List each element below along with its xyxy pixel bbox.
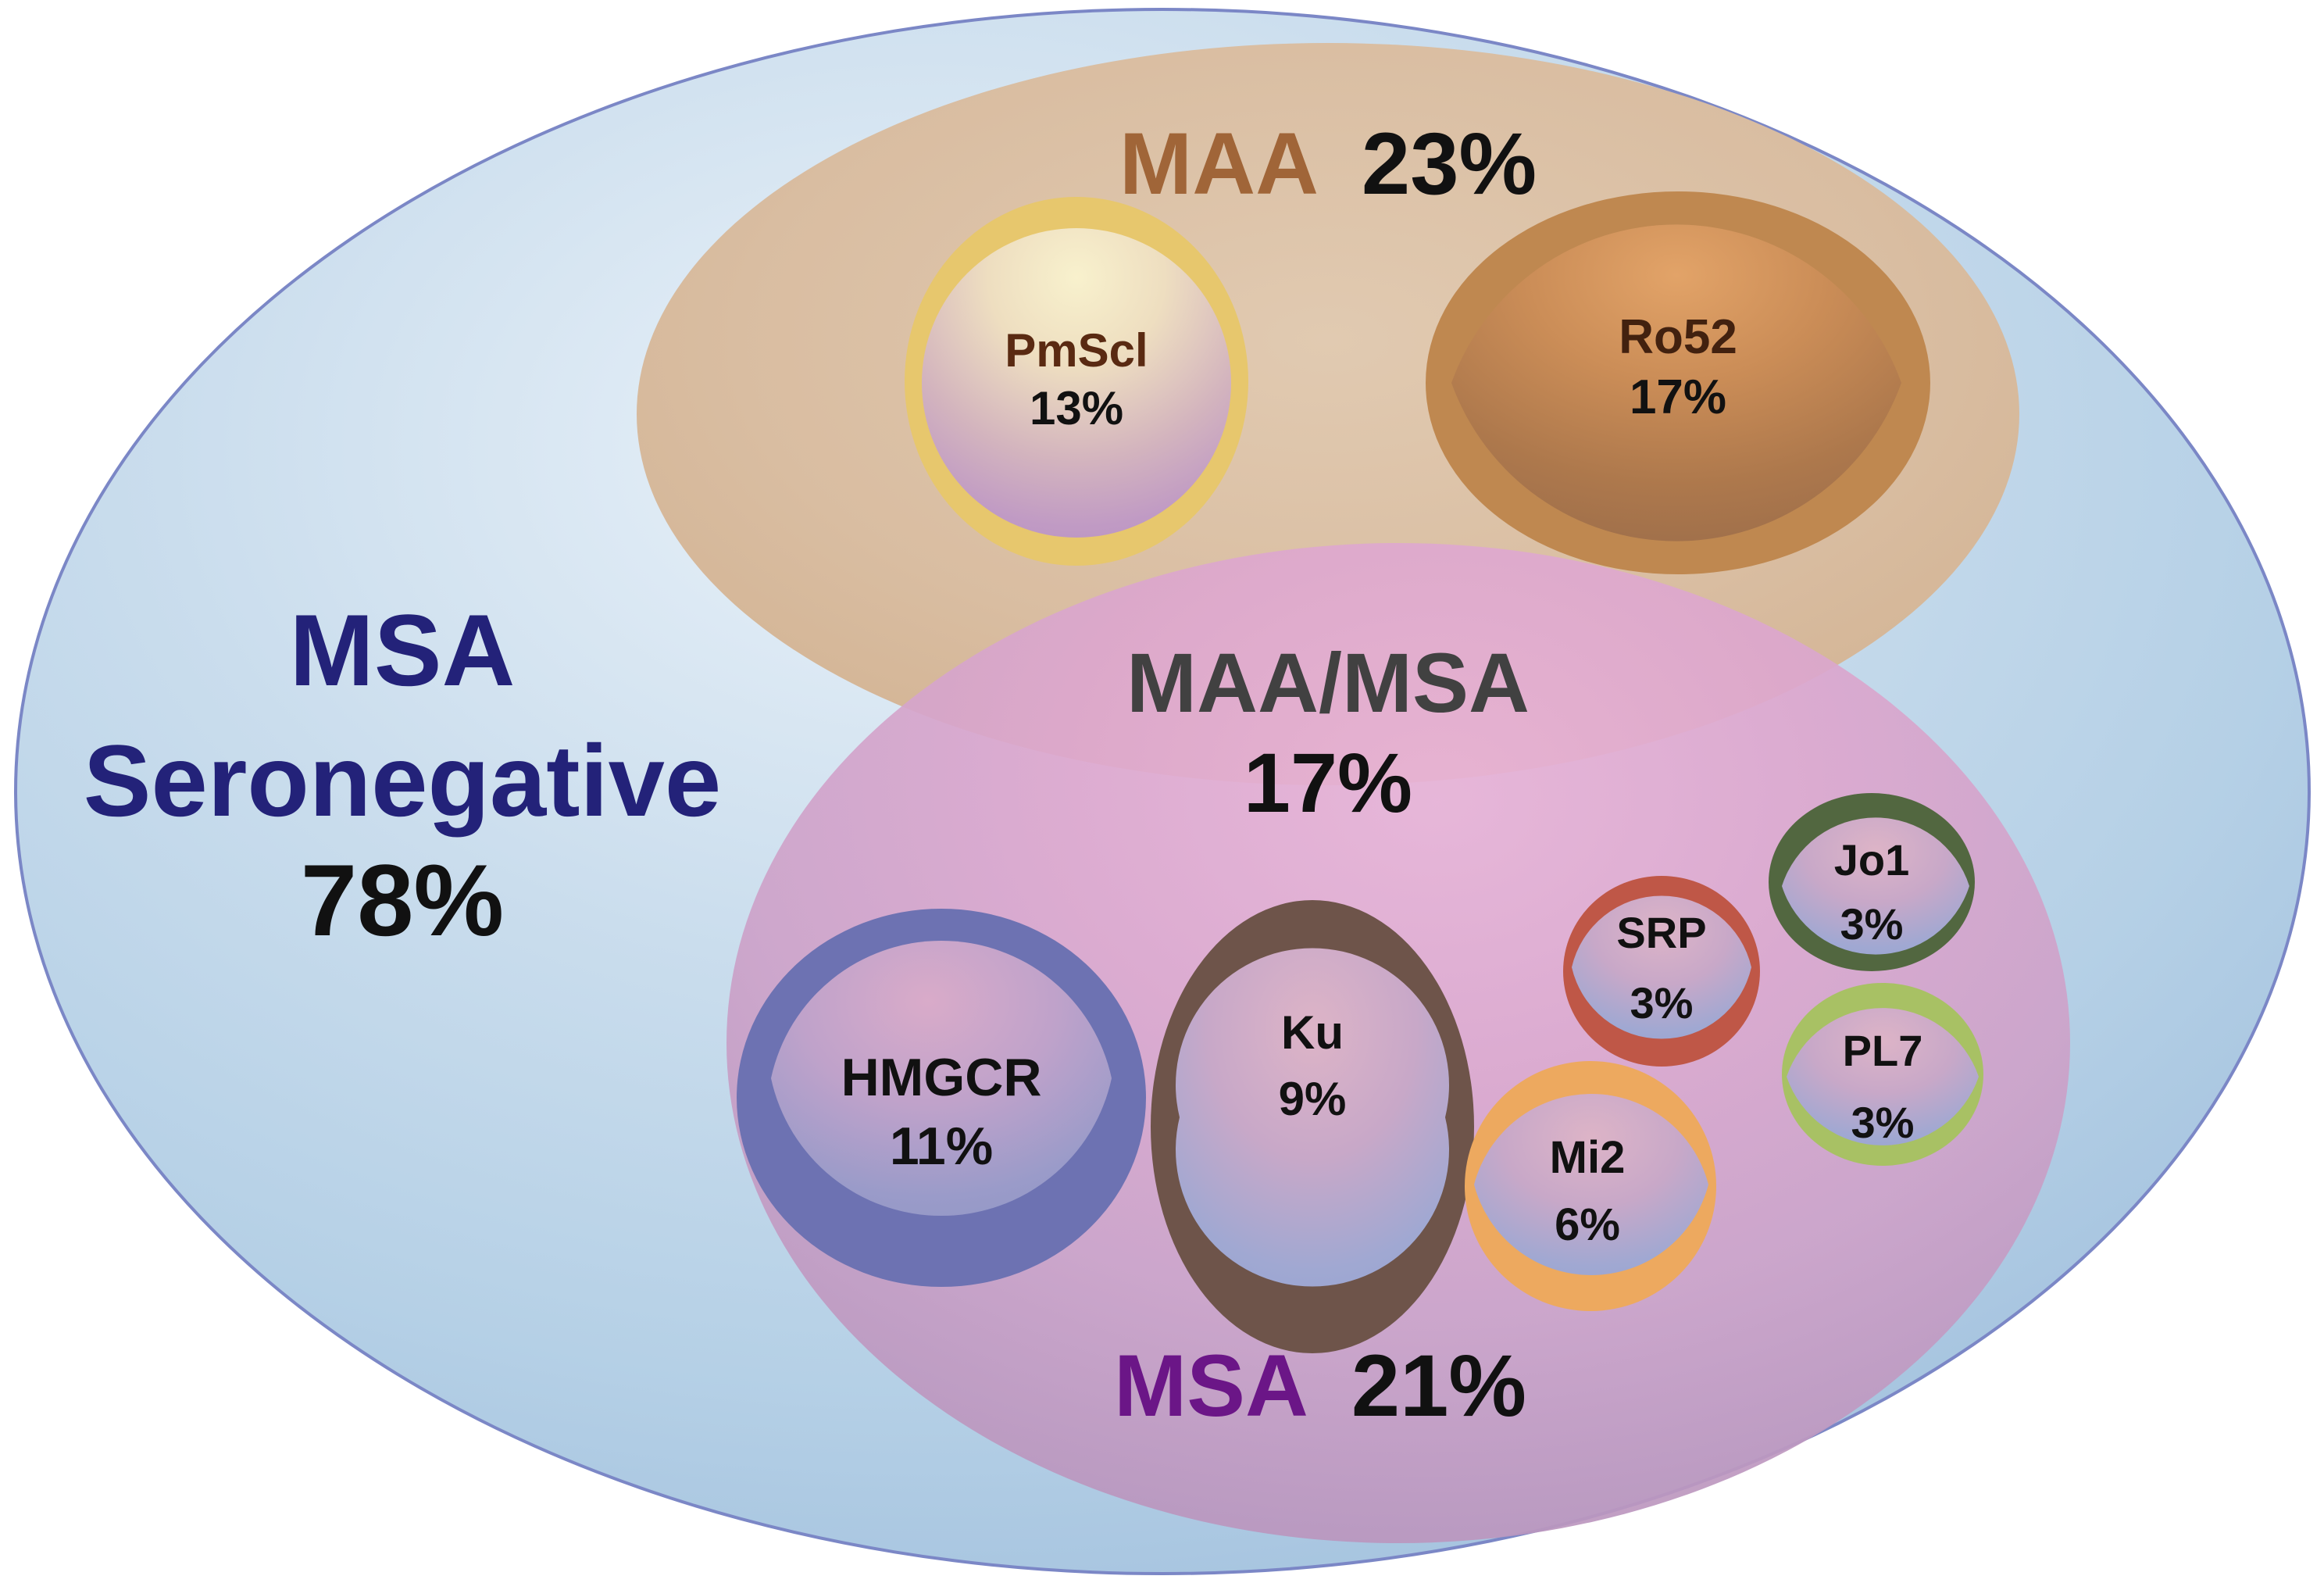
- hmgcr-label: HMGCR: [841, 1048, 1042, 1107]
- ro52-value: 17%: [1630, 370, 1726, 424]
- ku-sphere: [1175, 948, 1450, 1287]
- srp-value: 3%: [1630, 978, 1694, 1027]
- overlap-label: MAA/MSA: [1126, 635, 1530, 730]
- srp-label: SRP: [1616, 908, 1706, 957]
- mi2-value: 6%: [1555, 1199, 1620, 1250]
- pl7-label: PL7: [1843, 1026, 1923, 1075]
- pmscl-sphere: [922, 228, 1231, 538]
- seronegative-label-line1: MSA: [290, 593, 516, 707]
- jo1-label: Jo1: [1834, 835, 1910, 884]
- ku-value: 9%: [1279, 1073, 1347, 1125]
- ro52-label: Ro52: [1619, 310, 1737, 364]
- seronegative-label-line2: Seronegative: [84, 724, 721, 838]
- jo1-sphere: [1782, 817, 1969, 955]
- msa-label-value: 21%: [1351, 1337, 1526, 1435]
- seronegative-value: 78%: [301, 843, 504, 957]
- msa-label-name: MSA: [1114, 1337, 1306, 1435]
- ku-label: Ku: [1281, 1006, 1344, 1059]
- ro52-sphere: [1451, 224, 1901, 541]
- maa-label-value: 23%: [1362, 115, 1537, 213]
- mi2-sphere: [1474, 1094, 1708, 1275]
- pl7-value: 3%: [1851, 1098, 1915, 1147]
- hmgcr-sphere: [771, 940, 1112, 1217]
- overlap-value: 17%: [1244, 735, 1412, 830]
- srp-sphere: [1572, 895, 1751, 1039]
- mi2-label: Mi2: [1550, 1132, 1626, 1183]
- msa-label: MSA 21%: [1114, 1337, 1526, 1435]
- jo1-value: 3%: [1840, 899, 1904, 949]
- maa-label: MAA 23%: [1119, 115, 1537, 213]
- pmscl-label: PmScl: [1005, 324, 1148, 377]
- pmscl-value: 13%: [1030, 382, 1123, 434]
- hmgcr-value: 11%: [890, 1117, 993, 1176]
- maa-label-name: MAA: [1119, 115, 1316, 213]
- pl7-sphere: [1787, 1008, 1979, 1145]
